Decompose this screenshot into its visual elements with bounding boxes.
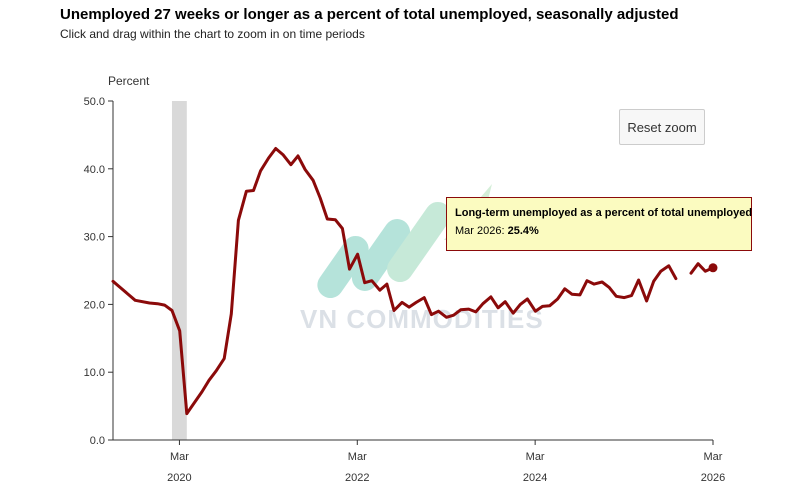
- x-tick-label-month: Mar: [348, 451, 367, 463]
- tooltip-value-line: Mar 2026: 25.4%: [455, 225, 539, 237]
- watermark-text: VN COMMODITIES: [300, 304, 544, 334]
- series-line: [111, 147, 678, 416]
- tooltip-period: Mar 2026: [455, 225, 502, 237]
- tooltip-value: 25.4%: [507, 225, 539, 237]
- tooltip-title: Long-term unemployed as a percent of tot…: [455, 207, 753, 219]
- watermark-bar-1: [317, 235, 369, 299]
- y-tick-label: 30.0: [84, 232, 105, 244]
- y-tick-label: 10.0: [84, 367, 105, 379]
- x-tick-label-year: 2024: [523, 472, 547, 484]
- y-axis-label: Percent: [108, 74, 150, 88]
- chart-title: Unemployed 27 weeks or longer as a perce…: [60, 6, 679, 23]
- y-tick-label: 0.0: [90, 435, 105, 447]
- watermark-bar-2: [351, 219, 411, 291]
- x-tick-label-month: Mar: [170, 451, 189, 463]
- x-tick-label-year: 2026: [701, 472, 725, 484]
- data-tooltip: Long-term unemployed as a percent of tot…: [446, 197, 752, 251]
- x-tick-label-year: 2020: [167, 472, 191, 484]
- chart-subtitle: Click and drag within the chart to zoom …: [60, 27, 365, 41]
- reset-zoom-button[interactable]: Reset zoom: [619, 109, 705, 145]
- highlight-point: [708, 263, 718, 273]
- x-tick-label-year: 2022: [345, 472, 369, 484]
- y-tick-label: 40.0: [84, 164, 105, 176]
- y-tick-label: 20.0: [84, 299, 105, 311]
- x-tick-label-month: Mar: [526, 451, 545, 463]
- y-tick-label: 50.0: [84, 96, 105, 108]
- watermark-bar-3: [387, 201, 451, 283]
- x-tick-label-month: Mar: [704, 451, 723, 463]
